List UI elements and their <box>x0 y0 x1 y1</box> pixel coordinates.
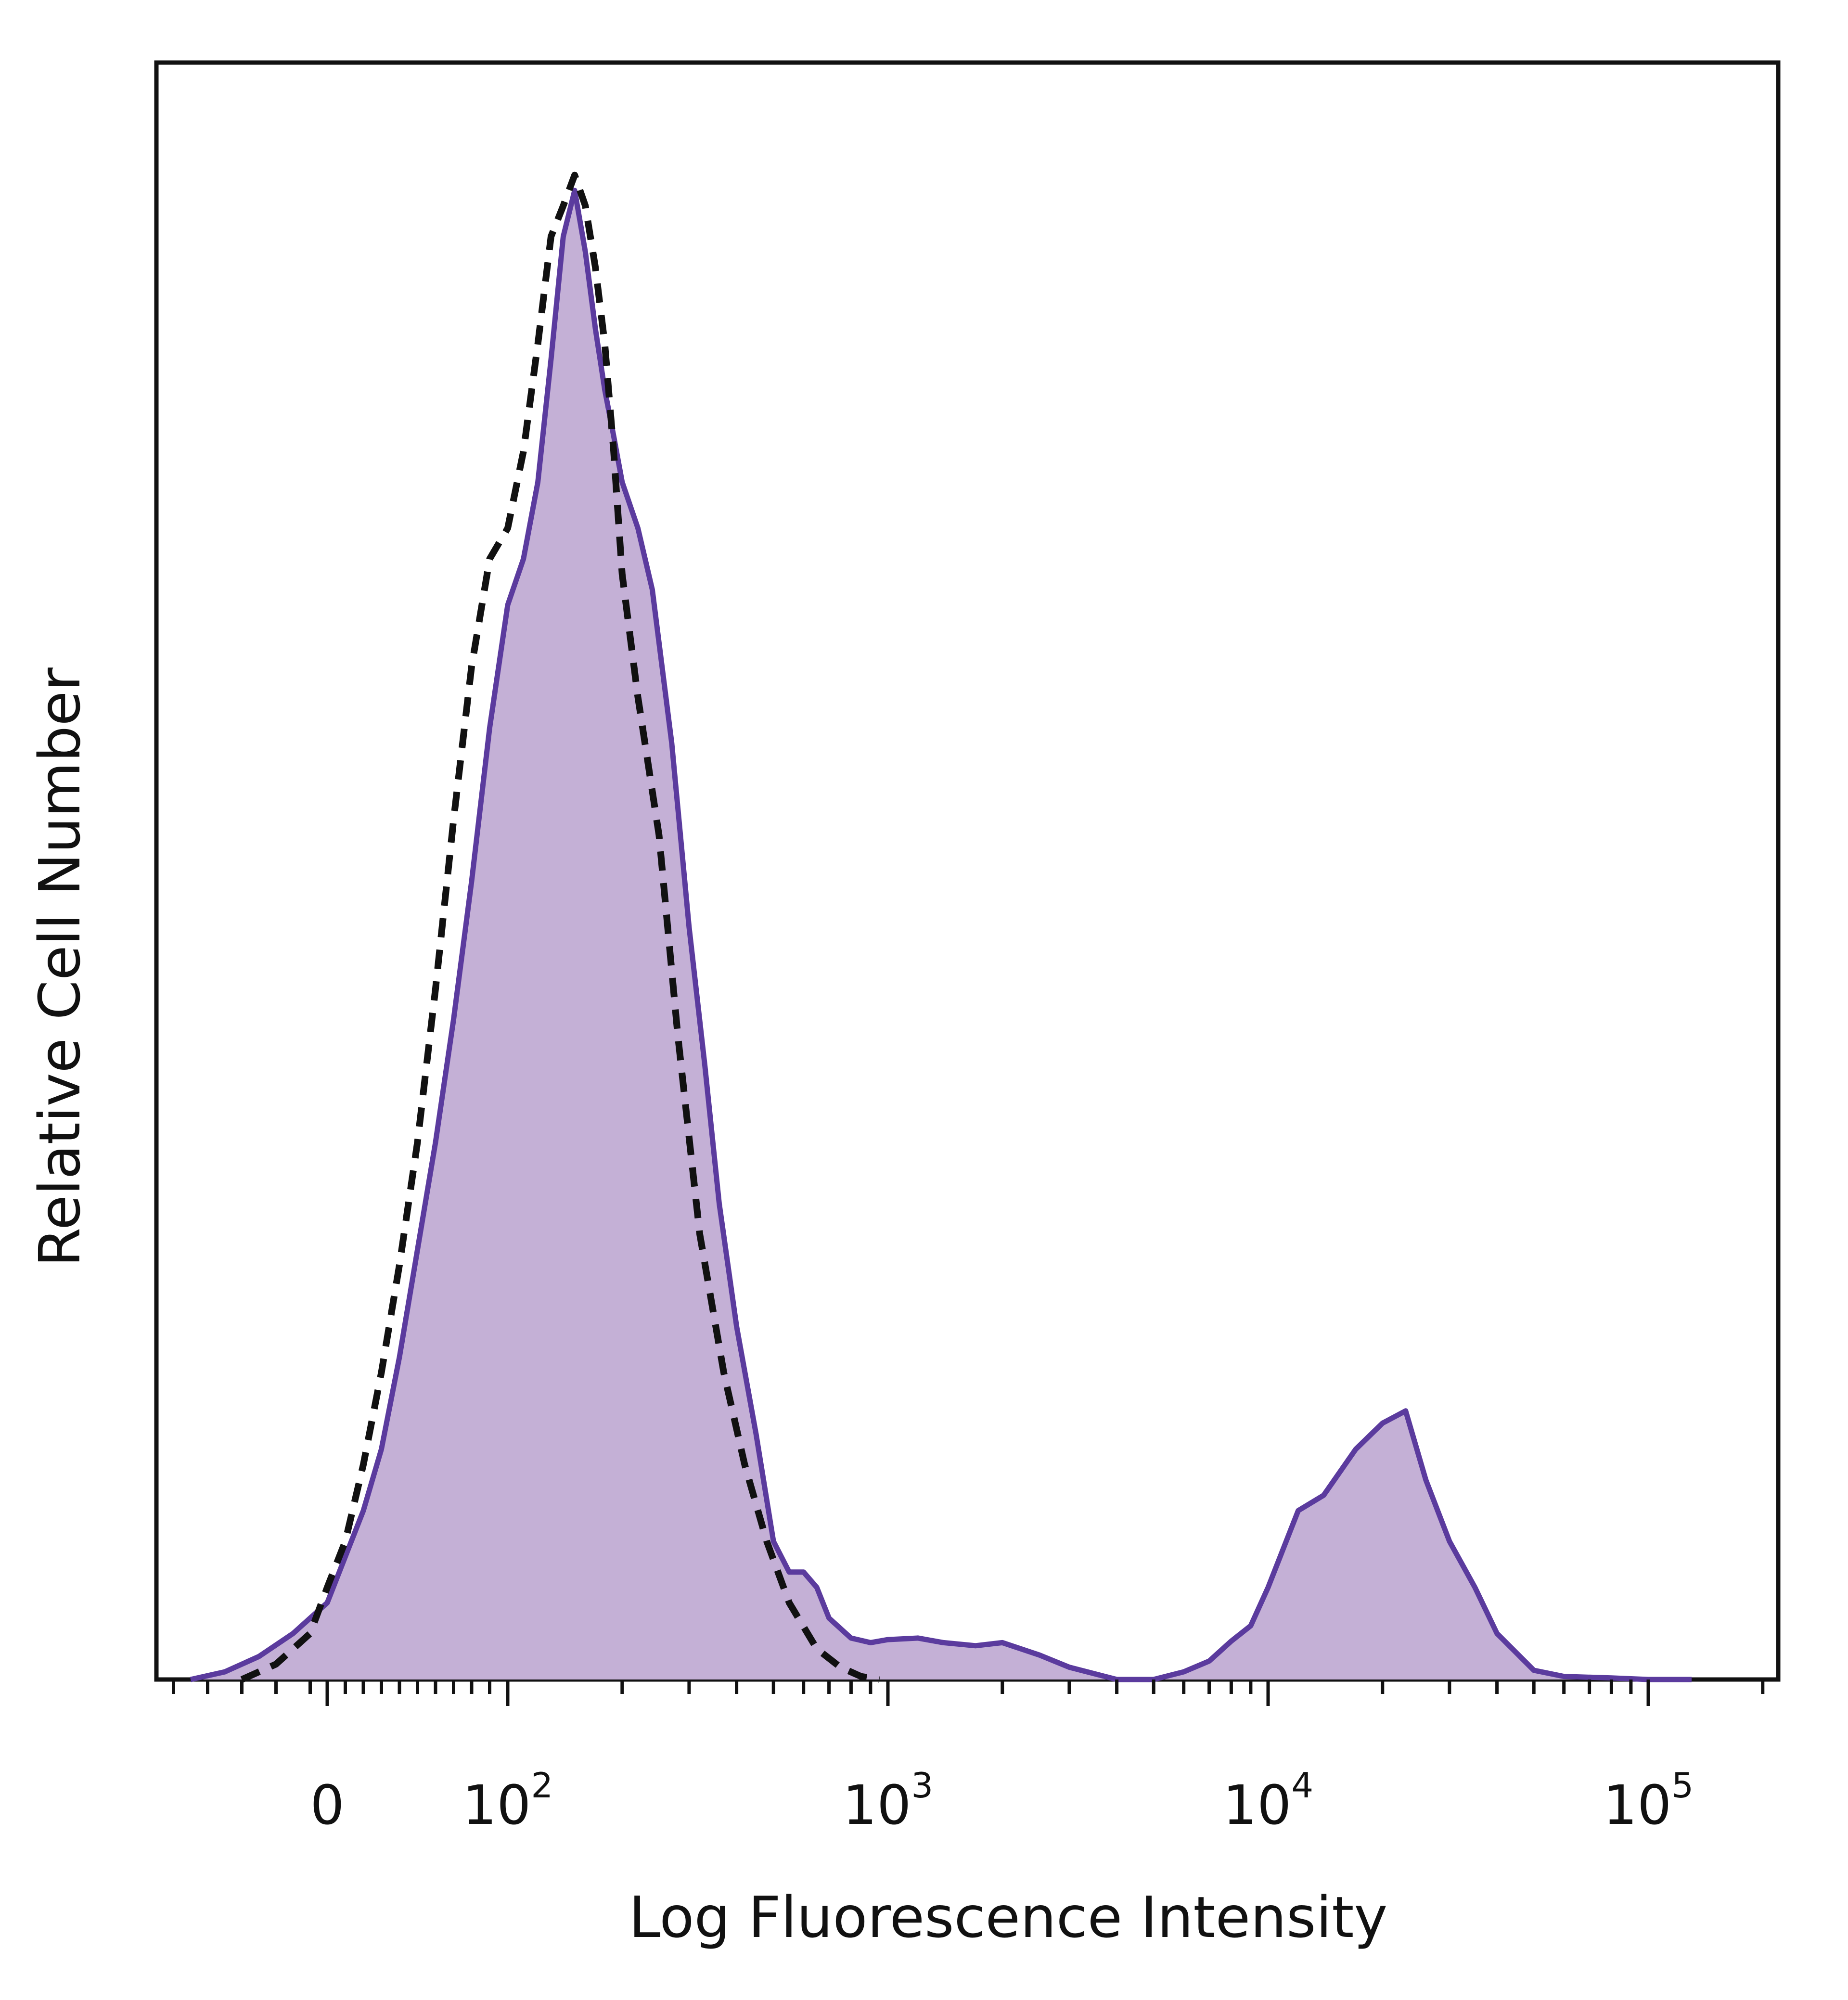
x-tick-label: 102 <box>462 1765 553 1837</box>
x-axis-tick-labels: 0 102 103 104 105 <box>310 1765 1694 1837</box>
x-tick-label-exponent: 3 <box>911 1765 933 1806</box>
x-tick-label-base: 0 <box>310 1774 344 1837</box>
series-0-line <box>190 188 1692 1682</box>
series-0-fill <box>191 190 1692 1680</box>
x-tick-label: 0 <box>310 1774 344 1837</box>
series-layer <box>190 171 1692 1683</box>
x-tick-label-exponent: 4 <box>1291 1765 1313 1806</box>
x-tick-label-base: 10 <box>843 1774 911 1837</box>
x-tick-label-base: 10 <box>462 1774 531 1837</box>
x-tick-label-base: 10 <box>1603 1774 1672 1837</box>
x-tick-label-exponent: 2 <box>531 1765 553 1806</box>
x-tick-label: 103 <box>843 1765 933 1837</box>
y-axis-title: Relative Cell Number <box>26 667 93 1267</box>
x-axis-title: Log Fluorescence Intensity <box>629 1884 1388 1950</box>
x-tick-label: 105 <box>1603 1765 1694 1837</box>
x-tick-label-base: 10 <box>1223 1774 1292 1837</box>
x-tick-label-exponent: 5 <box>1671 1765 1694 1806</box>
x-axis-ticks <box>172 1679 1765 1706</box>
x-tick-label: 104 <box>1223 1765 1313 1837</box>
